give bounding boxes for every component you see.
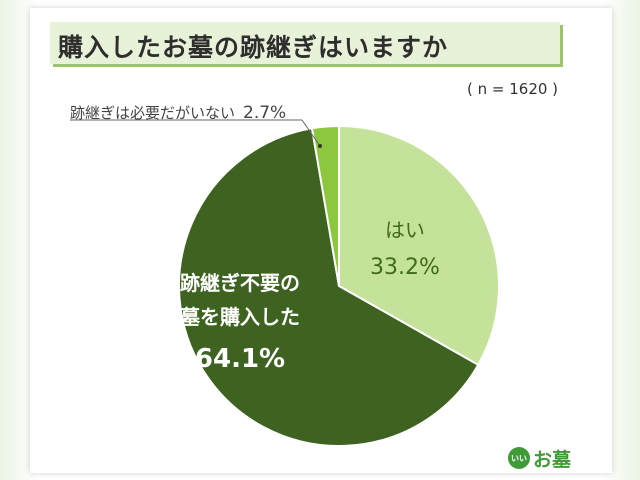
slice-label-no-need-pct: 64.1% — [194, 344, 286, 374]
slice-label-no-successor-pct: 2.7% — [243, 103, 287, 123]
callout-dot — [318, 144, 322, 148]
sample-size-label: ( n = 1620 ) — [467, 80, 559, 98]
slice-label-no-need-line1: 跡継ぎ不要の — [180, 271, 300, 295]
slice-label-no-successor-name: 跡継ぎは必要だがいない — [70, 104, 236, 122]
slice-label-yes-name: はい — [384, 218, 425, 242]
callout-leader-line-diagonal — [301, 119, 321, 147]
pie-slice-no-successor — [310, 124, 340, 287]
pie-chart — [70, 119, 500, 447]
slice-label-no-need: 跡継ぎ不要の 墓を購入した 64.1% — [180, 266, 300, 374]
slice-label-no-need-line2: 墓を購入した — [180, 305, 300, 329]
brand-logo: いい お墓 — [508, 445, 571, 471]
logo-text: お墓 — [533, 448, 572, 471]
slice-label-yes-pct: 33.2% — [370, 255, 440, 280]
pie-slice-no-need — [178, 127, 480, 447]
slice-label-yes: はい 33.2% — [370, 214, 440, 280]
pie-slice-yes — [338, 124, 500, 367]
title-band: 購入したお墓の跡継ぎはいますか — [50, 22, 560, 64]
slice-label-no-successor: 跡継ぎは必要だがいない 2.7% — [70, 102, 286, 123]
chart-panel: 購入したお墓の跡継ぎはいますか ( n = 1620 ) 跡継ぎは必要だがいない… — [30, 8, 612, 473]
chart-title: 購入したお墓の跡継ぎはいますか — [58, 33, 449, 62]
logo-badge: いい — [508, 447, 530, 469]
